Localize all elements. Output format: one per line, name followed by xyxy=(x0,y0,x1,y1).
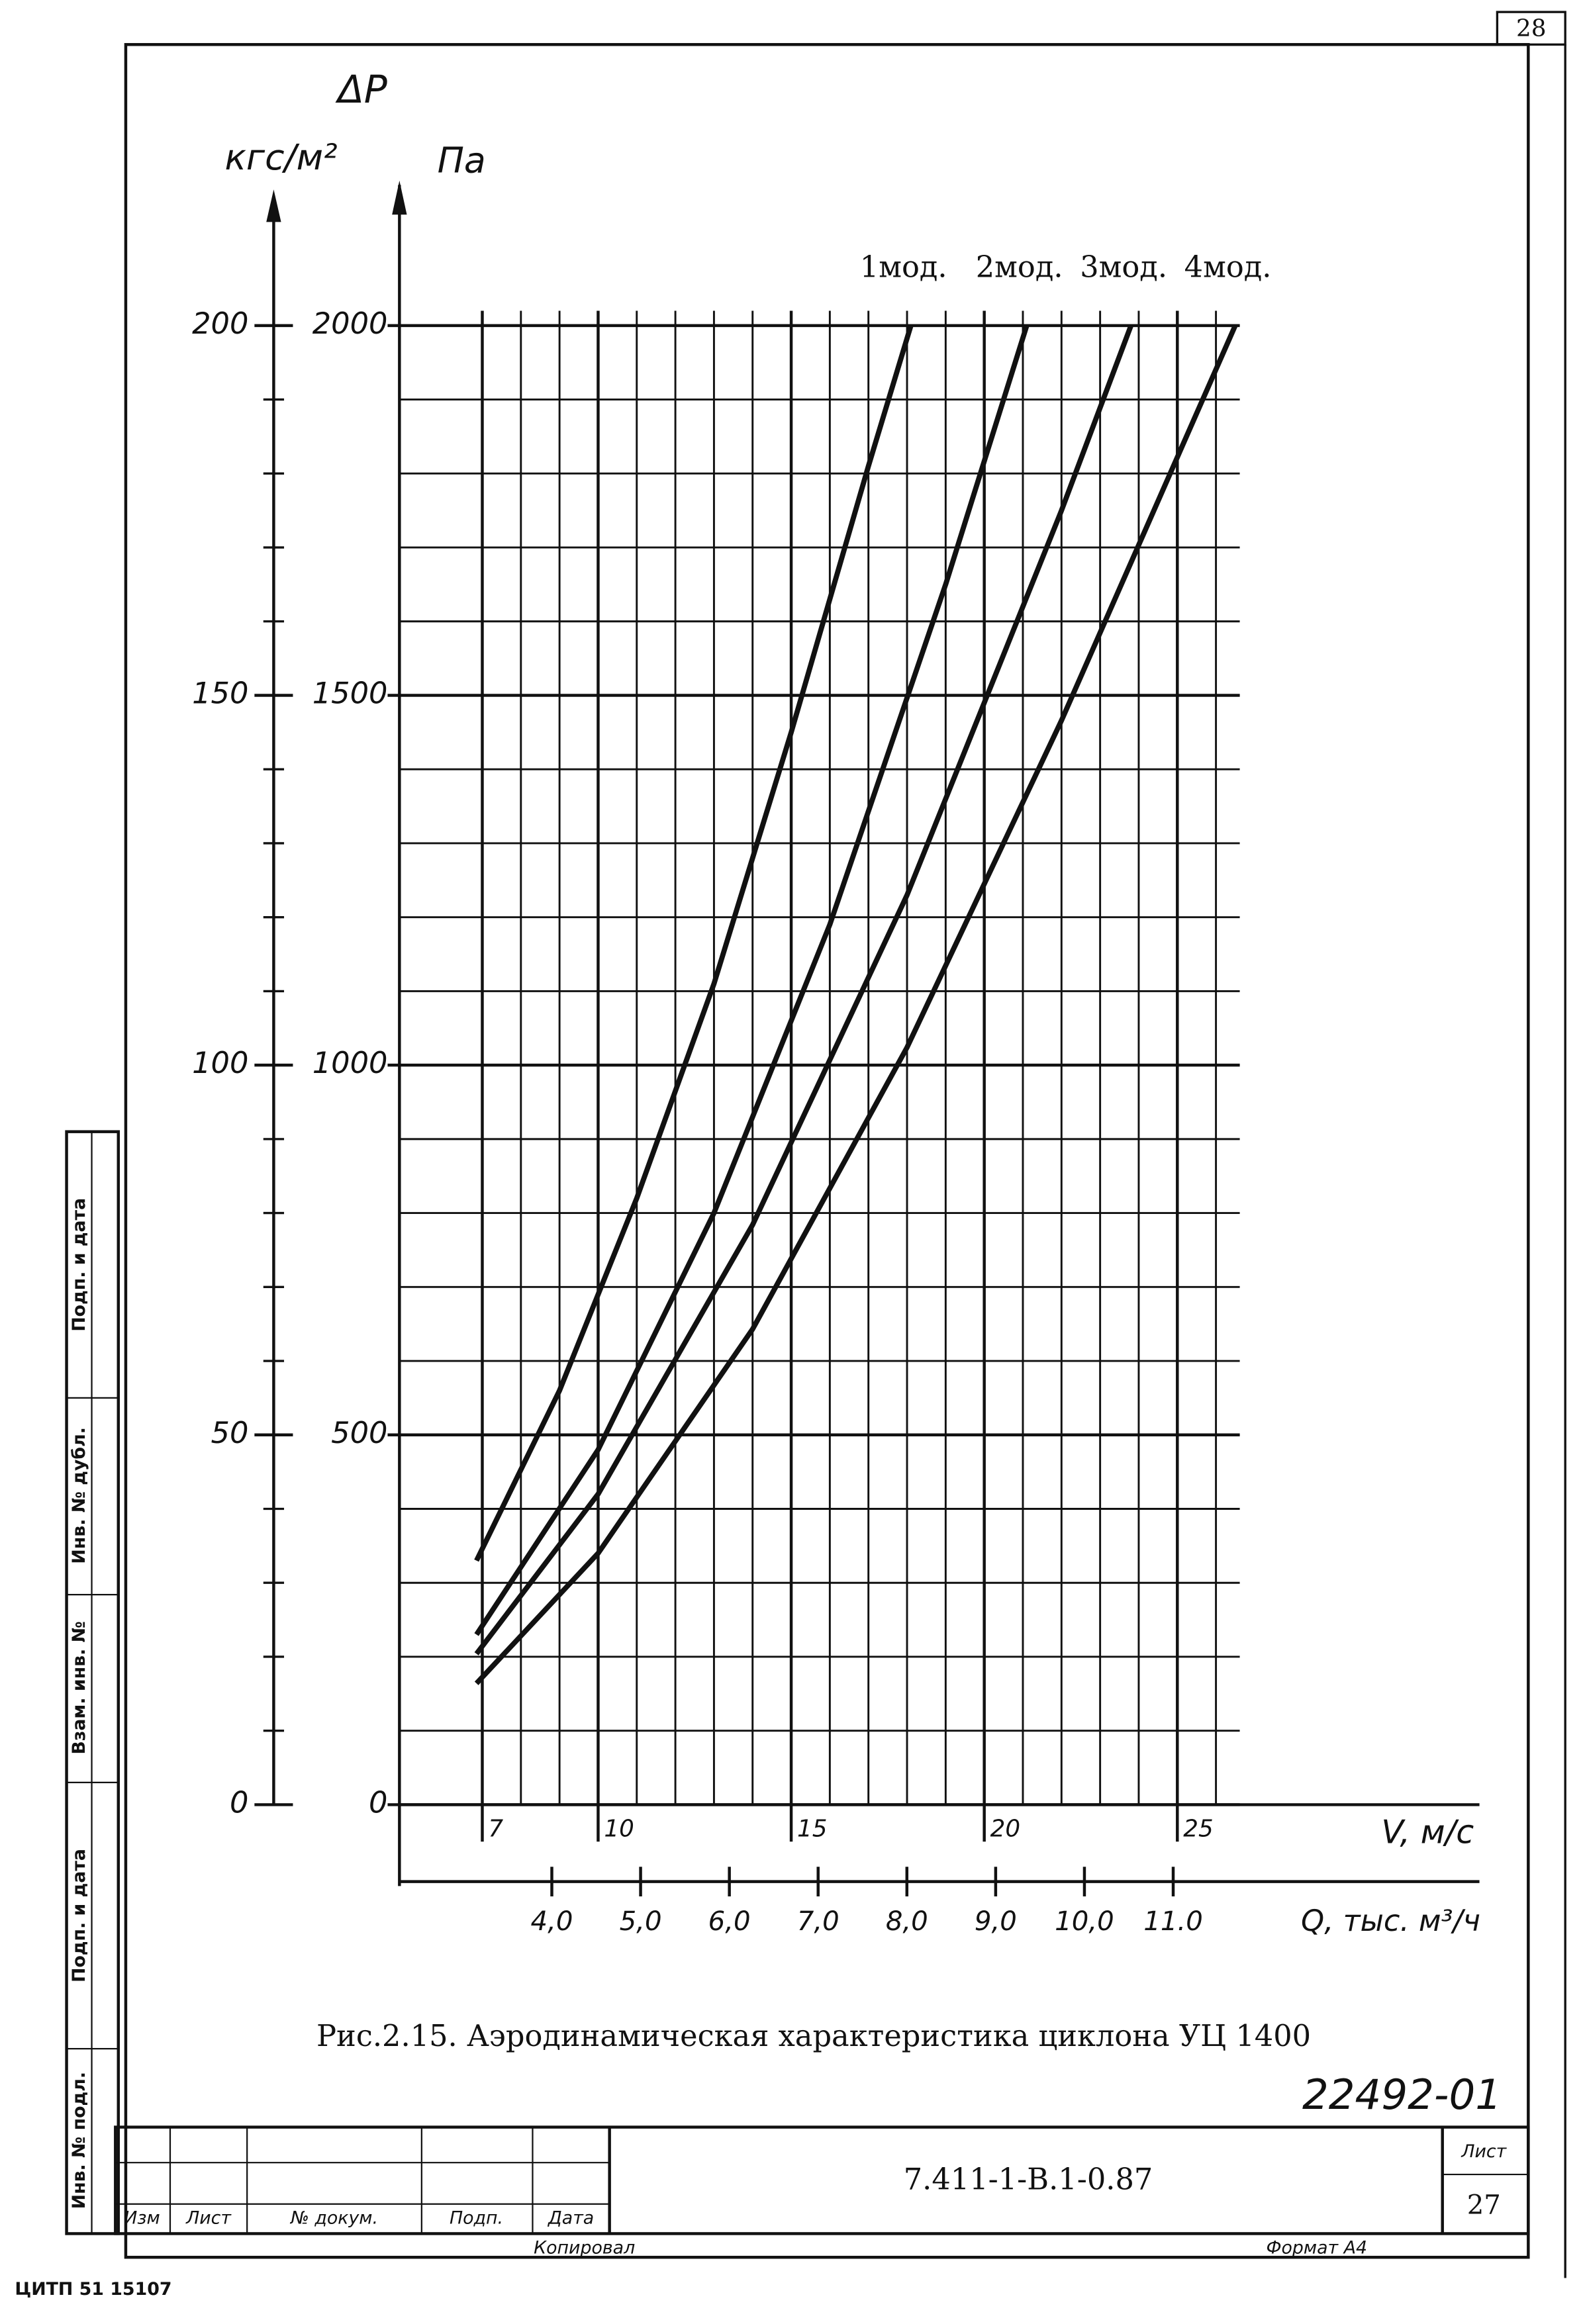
side-label: Подп. и дата xyxy=(69,1198,89,1332)
sheet-number: 27 xyxy=(1467,2190,1501,2221)
x2-tick-label: 5,0 xyxy=(620,1906,662,1937)
title-block: Изм Лист № докум. Подп. Дата 7.411-1-В.1… xyxy=(15,2070,1530,2300)
frame xyxy=(124,43,1530,2259)
stamp-col: Изм xyxy=(124,2208,160,2229)
x-axis-label: V, м/с xyxy=(1381,1813,1474,1851)
side-label: Подп. и дата xyxy=(69,1849,89,1982)
side-label: Взам. инв. № xyxy=(69,1621,89,1755)
stamp-col: Лист xyxy=(185,2208,232,2229)
x2-tick-label: 7,0 xyxy=(797,1906,839,1937)
curve xyxy=(474,324,1238,1685)
format: Формат А4 xyxy=(1266,2237,1367,2258)
x-tick-label: 25 xyxy=(1183,1815,1214,1842)
curve xyxy=(474,324,1030,1636)
stamp-box xyxy=(114,2125,1530,2235)
y-arrow xyxy=(266,189,281,222)
y-axis-label: кгс/м² xyxy=(225,136,338,178)
x2-tick-label: 11.0 xyxy=(1143,1906,1203,1937)
stamp-col: № докум. xyxy=(289,2208,378,2229)
y-tick-label: 200 xyxy=(192,306,248,341)
inventory: 22492-01 xyxy=(1302,2070,1502,2119)
x-tick-label: 20 xyxy=(990,1815,1021,1842)
x2-tick-label: 10,0 xyxy=(1055,1906,1114,1937)
x2-tick-label: 6,0 xyxy=(708,1906,751,1937)
x2-tick-label: 9,0 xyxy=(975,1906,1017,1937)
legend-entry: 3мод. xyxy=(1080,250,1167,284)
copied: Копировал xyxy=(534,2237,635,2258)
page-box xyxy=(1496,11,1566,46)
y2-tick-label: 1500 xyxy=(312,676,388,710)
y-symbol: ΔP xyxy=(335,67,387,112)
side-label: Инв. № дубл. xyxy=(69,1427,89,1564)
stamp-col: Дата xyxy=(548,2208,594,2229)
doc-code: 7.411-1-В.1-0.87 xyxy=(904,2162,1153,2197)
x-tick-label: 7 xyxy=(488,1815,503,1842)
y2-tick-label: 2000 xyxy=(312,306,388,341)
x-tick-label: 15 xyxy=(797,1815,828,1842)
curve xyxy=(474,324,914,1562)
x-tick-label: 10 xyxy=(604,1815,634,1842)
y2-axis-label: Па xyxy=(438,140,486,181)
legend-entry: 4мод. xyxy=(1184,250,1272,284)
stamp-col: Подп. xyxy=(450,2208,503,2229)
y2-tick-label: 0 xyxy=(369,1785,387,1820)
y-tick-label: 50 xyxy=(211,1416,249,1450)
side-label: Инв. № подл. xyxy=(69,2072,89,2209)
legend-entry: 2мод. xyxy=(976,250,1063,284)
caption: Рис.2.15. Аэродинамическая характеристик… xyxy=(316,2019,1311,2053)
x2-tick-label: 4,0 xyxy=(531,1906,573,1937)
page-number: 28 xyxy=(1516,15,1547,42)
x2-tick-label: 8,0 xyxy=(886,1906,928,1937)
legend-entry: 1мод. xyxy=(860,250,947,284)
y2-arrow xyxy=(392,180,407,215)
y2-tick-label: 500 xyxy=(331,1416,387,1450)
y-tick-label: 0 xyxy=(230,1785,248,1820)
y-tick-label: 100 xyxy=(192,1046,248,1080)
printer: ЦИТП 51 15107 xyxy=(15,2279,171,2300)
y2-tick-label: 1000 xyxy=(312,1046,388,1080)
x2-axis-label: Q, тыс. м³/ч xyxy=(1301,1904,1480,1938)
side-stamp xyxy=(65,1130,120,2235)
y-tick-label: 150 xyxy=(192,676,248,710)
sheet-label: Лист xyxy=(1461,2141,1507,2162)
curve xyxy=(474,324,1133,1655)
